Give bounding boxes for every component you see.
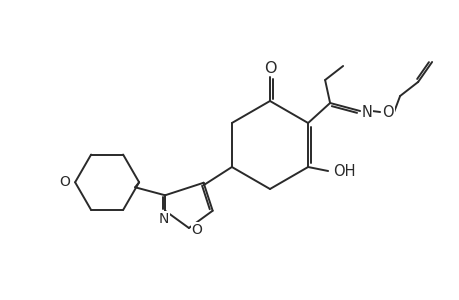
Text: O: O xyxy=(263,61,276,76)
Text: N: N xyxy=(159,212,169,226)
Text: O: O xyxy=(381,104,393,119)
Text: O: O xyxy=(191,223,202,237)
Text: N: N xyxy=(361,104,372,119)
Text: OH: OH xyxy=(332,164,355,178)
Text: O: O xyxy=(60,175,70,189)
